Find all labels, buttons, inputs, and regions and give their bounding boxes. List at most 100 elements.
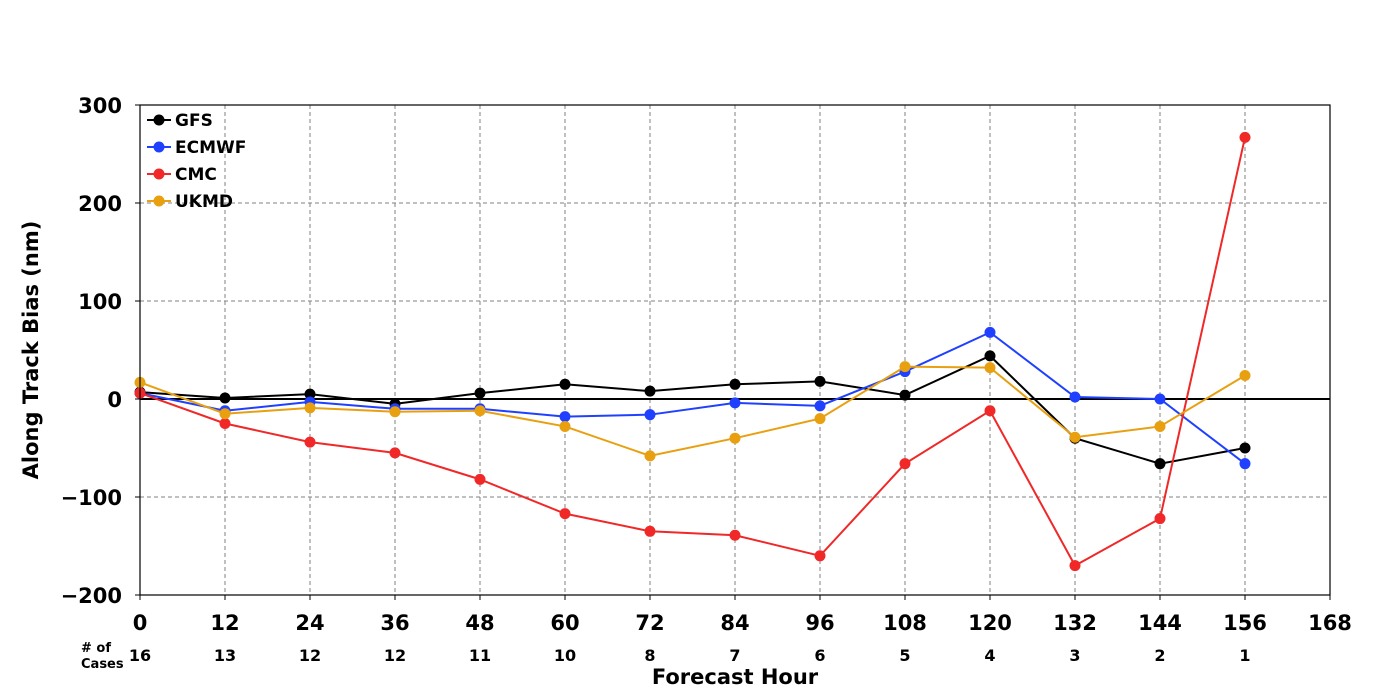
- legend-label: UKMD: [175, 192, 233, 212]
- data-point-cmc: [899, 458, 911, 470]
- y-tick-label: 300: [78, 94, 122, 118]
- data-point-gfs: [984, 350, 996, 362]
- x-tick-label: 84: [720, 611, 749, 635]
- data-point-cmc: [389, 447, 401, 459]
- data-point-gfs: [899, 389, 911, 401]
- x-tick-label: 36: [380, 611, 409, 635]
- data-point-ukmd: [219, 408, 231, 420]
- case-count-label: 11: [469, 646, 491, 665]
- data-point-ukmd: [1154, 420, 1166, 432]
- cases-title-line2: Cases: [81, 657, 124, 672]
- data-point-ukmd: [984, 362, 996, 374]
- data-point-ecmwf: [1069, 391, 1081, 403]
- case-count-label: 12: [299, 646, 321, 665]
- data-point-gfs: [559, 378, 571, 390]
- legend-label: ECMWF: [175, 138, 246, 158]
- data-point-gfs: [1239, 442, 1251, 454]
- data-point-cmc: [559, 508, 571, 520]
- case-count-label: 7: [729, 646, 740, 665]
- x-tick-label: 96: [805, 611, 834, 635]
- x-axis-title: Forecast Hour: [652, 665, 819, 689]
- series-line-ukmd: [139, 365, 1246, 457]
- data-point-gfs: [729, 378, 741, 390]
- data-point-ecmwf: [559, 411, 571, 423]
- data-point-gfs: [1154, 458, 1166, 470]
- case-count-label: 13: [214, 646, 236, 665]
- data-point-gfs: [814, 375, 826, 387]
- data-point-gfs: [304, 388, 316, 400]
- legend-marker: [153, 168, 165, 180]
- legend: GFS ECMWF CMC UKMD: [147, 111, 246, 212]
- case-count-label: 16: [129, 646, 151, 665]
- legend-marker: [153, 195, 165, 207]
- y-tick-label: 0: [107, 388, 122, 412]
- series-line-ecmwf: [139, 331, 1246, 465]
- data-point-gfs: [644, 385, 656, 397]
- data-point-ukmd: [729, 432, 741, 444]
- case-count-label: 12: [384, 646, 406, 665]
- data-point-ukmd: [644, 450, 656, 462]
- x-tick-label: 156: [1223, 611, 1267, 635]
- data-point-ukmd: [1239, 369, 1251, 381]
- series-cmc: [134, 131, 1251, 572]
- cases-title-line1: # of: [81, 641, 111, 656]
- data-point-ukmd: [559, 420, 571, 432]
- y-tick-label: 100: [78, 290, 122, 314]
- legend-item-gfs: GFS: [147, 111, 213, 131]
- data-point-ukmd: [814, 413, 826, 425]
- data-point-cmc: [1239, 131, 1251, 143]
- legend-marker: [153, 141, 165, 153]
- grid-layer: [140, 105, 1330, 595]
- legend-item-ukmd: UKMD: [147, 192, 233, 212]
- case-count-label: 3: [1069, 646, 1080, 665]
- y-tick-label: 200: [78, 192, 122, 216]
- data-point-ecmwf: [644, 409, 656, 421]
- data-point-gfs: [474, 387, 486, 399]
- legend-label: GFS: [175, 111, 213, 131]
- data-point-ecmwf: [984, 326, 996, 338]
- series-layer: [134, 131, 1251, 572]
- case-count-label: 4: [984, 646, 995, 665]
- y-axis-title: Along Track Bias (nm): [19, 221, 43, 480]
- x-tick-label: 120: [968, 611, 1012, 635]
- legend-item-ecmwf: ECMWF: [147, 138, 246, 158]
- x-tick-label: 168: [1308, 611, 1352, 635]
- data-point-ecmwf: [814, 400, 826, 412]
- data-point-cmc: [814, 550, 826, 562]
- x-tick-label: 132: [1053, 611, 1097, 635]
- case-count-label: 5: [899, 646, 910, 665]
- case-count-label: 1: [1239, 646, 1250, 665]
- x-tick-label: 48: [465, 611, 494, 635]
- data-point-ukmd: [304, 402, 316, 414]
- x-tick-label: 0: [133, 611, 148, 635]
- data-point-ukmd: [899, 361, 911, 373]
- case-count-label: 2: [1154, 646, 1165, 665]
- data-point-cmc: [729, 529, 741, 541]
- x-tick-label: 60: [550, 611, 579, 635]
- data-point-ukmd: [1069, 431, 1081, 443]
- case-count-label: 8: [644, 646, 655, 665]
- series-ukmd: [134, 361, 1251, 462]
- tick-layer: 0 12 24 36 48 60 72 84 96 108 120 132 144 156 168 −200 −…: [61, 94, 1352, 635]
- case-count-label: 10: [554, 646, 576, 665]
- x-tick-label: 24: [295, 611, 324, 635]
- data-point-cmc: [644, 525, 656, 537]
- x-tick-label: 144: [1138, 611, 1182, 635]
- data-point-ecmwf: [1239, 458, 1251, 470]
- data-point-ukmd: [474, 405, 486, 417]
- legend-item-cmc: CMC: [147, 165, 217, 185]
- x-tick-label: 72: [635, 611, 664, 635]
- legend-marker: [153, 114, 165, 126]
- data-point-gfs: [219, 392, 231, 404]
- case-count-label: 6: [814, 646, 825, 665]
- y-tick-label: −100: [61, 486, 122, 510]
- data-point-cmc: [1069, 560, 1081, 572]
- data-point-cmc: [984, 405, 996, 417]
- series-line-cmc: [139, 137, 1246, 567]
- x-tick-label: 12: [210, 611, 239, 635]
- case-count-layer: 16 13 12 12 11 10 8 7 6 5 4 3 2 1: [129, 646, 1251, 665]
- x-tick-label: 108: [883, 611, 927, 635]
- data-point-cmc: [474, 473, 486, 485]
